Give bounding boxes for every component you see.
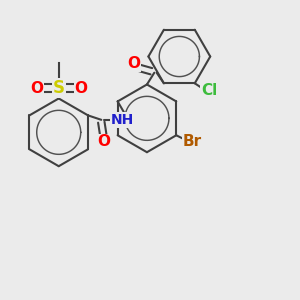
Text: NH: NH xyxy=(110,113,134,127)
Text: O: O xyxy=(74,81,87,96)
Text: S: S xyxy=(53,79,65,97)
Text: Br: Br xyxy=(183,134,202,149)
Text: O: O xyxy=(127,56,140,71)
Text: O: O xyxy=(97,134,110,149)
Text: O: O xyxy=(30,81,43,96)
Text: Cl: Cl xyxy=(201,83,217,98)
